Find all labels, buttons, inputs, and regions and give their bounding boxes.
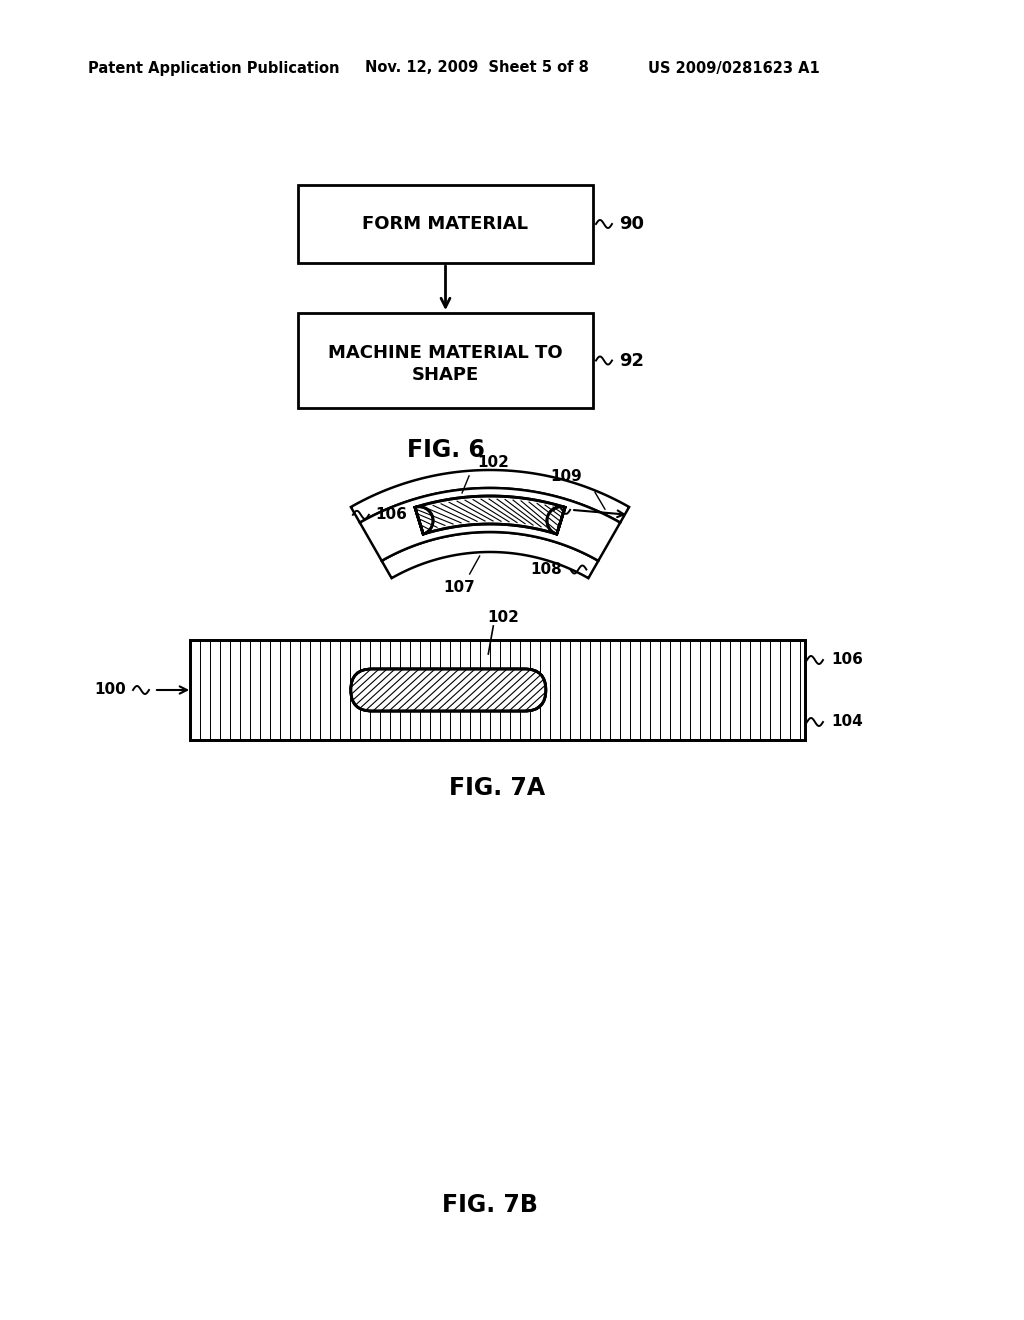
Polygon shape [382,532,598,578]
Polygon shape [415,496,565,535]
Text: FIG. 7A: FIG. 7A [450,776,546,800]
Text: 106: 106 [375,507,407,523]
Text: 108: 108 [530,562,562,577]
Text: 109: 109 [550,469,582,484]
Text: 102: 102 [487,610,519,626]
Text: 90: 90 [618,215,644,234]
Text: Nov. 12, 2009  Sheet 5 of 8: Nov. 12, 2009 Sheet 5 of 8 [365,61,589,75]
Text: SHAPE: SHAPE [412,366,479,384]
FancyBboxPatch shape [351,669,546,711]
Text: 104: 104 [831,714,863,730]
Bar [298,313,593,408]
Text: FIG. 6: FIG. 6 [407,438,484,462]
Text: 102: 102 [477,455,509,470]
Text: 106: 106 [831,652,863,668]
Text: 100: 100 [94,682,126,697]
FancyBboxPatch shape [351,669,546,711]
Text: FIG. 7B: FIG. 7B [442,1193,538,1217]
Text: Patent Application Publication: Patent Application Publication [88,61,340,75]
Text: 107: 107 [443,579,475,595]
Polygon shape [359,488,621,561]
Text: 92: 92 [618,351,644,370]
Text: FORM MATERIAL: FORM MATERIAL [362,215,528,234]
Text: 101: 101 [508,503,539,517]
Bar [190,640,805,741]
Text: US 2009/0281623 A1: US 2009/0281623 A1 [648,61,820,75]
Bar [190,640,805,741]
Text: MACHINE MATERIAL TO: MACHINE MATERIAL TO [328,343,563,362]
Bar [298,185,593,263]
Polygon shape [351,470,629,523]
